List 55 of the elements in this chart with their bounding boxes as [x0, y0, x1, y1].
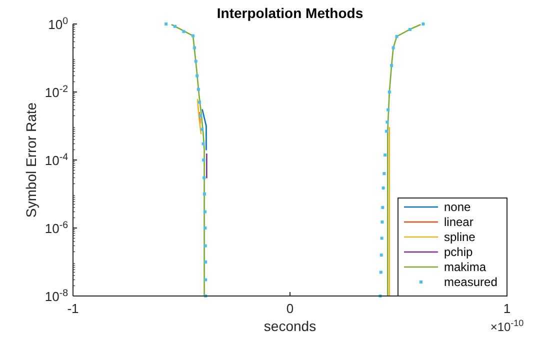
- point: [192, 34, 194, 38]
- legend-label: linear: [444, 215, 474, 229]
- point: [202, 142, 205, 146]
- point: [204, 226, 207, 230]
- x-tick-label: 1: [503, 301, 511, 316]
- point: [386, 108, 390, 112]
- point: [182, 30, 186, 34]
- point: [164, 22, 168, 26]
- point: [204, 260, 208, 264]
- legend-label: none: [444, 200, 472, 214]
- chart-title: Interpolation Methods: [216, 5, 364, 21]
- text: ×10$^{-10}$: [490, 318, 524, 334]
- point: [173, 24, 176, 28]
- point: [380, 236, 384, 240]
- point: [200, 128, 204, 131]
- point: [422, 22, 425, 26]
- point: [379, 270, 382, 274]
- y-tick-label: 10$^{-2}$: [44, 84, 68, 100]
- point: [392, 46, 395, 50]
- legend-label: spline: [444, 230, 476, 244]
- point: [202, 158, 206, 162]
- point: [395, 34, 398, 38]
- x-axis-title: seconds: [264, 318, 316, 334]
- point: [385, 130, 388, 133]
- point: [198, 100, 202, 104]
- point: [380, 220, 384, 224]
- legend-label: pchip: [444, 245, 474, 259]
- point: [203, 210, 206, 214]
- point: [204, 278, 208, 282]
- y-tick-label: 10$^{-8}$: [44, 288, 68, 304]
- point: [408, 28, 412, 31]
- point: [388, 90, 391, 94]
- point: [199, 114, 202, 118]
- x-tick-label: -1: [67, 301, 79, 316]
- y-tick-label: 10$^{-6}$: [44, 220, 68, 236]
- point: [381, 206, 384, 210]
- point: [202, 176, 206, 180]
- point: [380, 254, 383, 257]
- legend-label: makima: [444, 260, 486, 274]
- point: [194, 60, 198, 63]
- y-axis-title: Symbol Error Rate: [23, 102, 39, 218]
- x-tick-label: 0: [286, 301, 294, 316]
- point: [196, 74, 199, 78]
- point: [204, 244, 207, 248]
- y-tick-label: 10$^{-4}$: [44, 152, 69, 168]
- y-tick-label: 10$^{0}$: [48, 16, 69, 32]
- point: [382, 186, 385, 190]
- point: [203, 192, 206, 196]
- point: [196, 88, 200, 91]
- point: [390, 64, 394, 68]
- point: [384, 154, 387, 157]
- legend-label: measured: [444, 275, 498, 289]
- point: [193, 46, 196, 50]
- point: [382, 172, 386, 176]
- point: [386, 120, 389, 124]
